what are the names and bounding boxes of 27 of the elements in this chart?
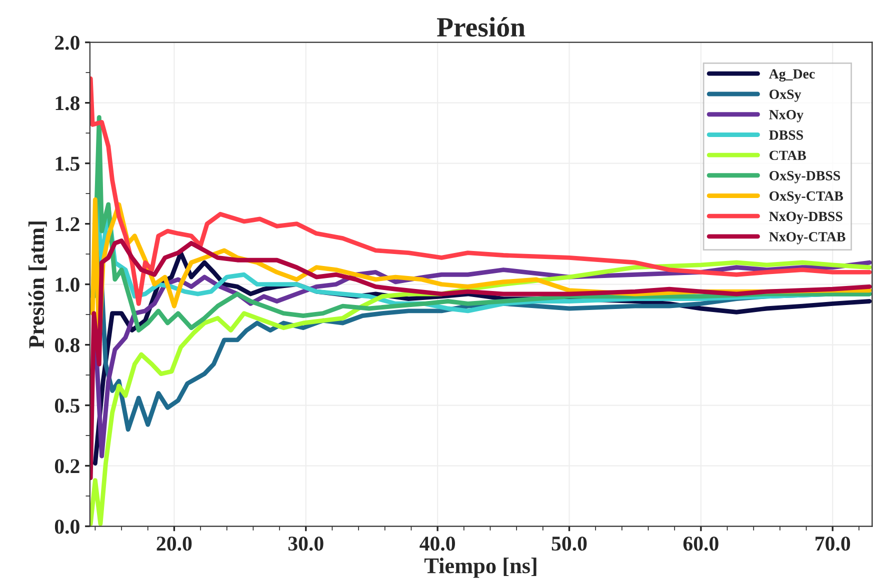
legend-label: OxSy-DBSS bbox=[770, 171, 840, 184]
legend-label: Ag_Dec bbox=[768, 69, 815, 82]
y-tick-label: 0.2 bbox=[54, 459, 80, 474]
y-tick-label: 0.0 bbox=[54, 520, 80, 534]
y-tick-label: 1.5 bbox=[56, 156, 80, 171]
x-tick-label: 20.0 bbox=[156, 536, 192, 551]
x-axis-title: Tiempo [ns] bbox=[424, 558, 536, 578]
x-tick-label: 50.0 bbox=[552, 536, 587, 551]
x-tick-label: 70.0 bbox=[816, 536, 850, 551]
legend-label: NxOy-CTAB bbox=[769, 232, 846, 244]
x-tick-label: 40.0 bbox=[420, 536, 455, 551]
x-tick-label: 60.0 bbox=[683, 536, 718, 551]
y-tick-label: 1.0 bbox=[56, 278, 80, 292]
y-axis-title: Presión [atm] bbox=[28, 222, 47, 348]
legend-label: OxSy-CTAB bbox=[770, 191, 844, 204]
legend-label: NxOy bbox=[769, 110, 804, 122]
y-tick-label: 1.2 bbox=[56, 217, 80, 232]
y-tick-label: 0.8 bbox=[54, 338, 80, 352]
chart-title: Presión bbox=[436, 17, 526, 37]
legend-label: DBSS bbox=[769, 130, 803, 140]
legend-label: NxOy-DBSS bbox=[769, 212, 842, 224]
y-tick-label: 1.8 bbox=[56, 96, 80, 110]
y-tick-label: 2.0 bbox=[55, 36, 80, 50]
legend-label: OxSy bbox=[770, 90, 802, 102]
x-tick-label: 30.0 bbox=[288, 536, 324, 551]
y-tick-label: 0.5 bbox=[54, 398, 80, 413]
legend-label: CTAB bbox=[770, 150, 806, 160]
